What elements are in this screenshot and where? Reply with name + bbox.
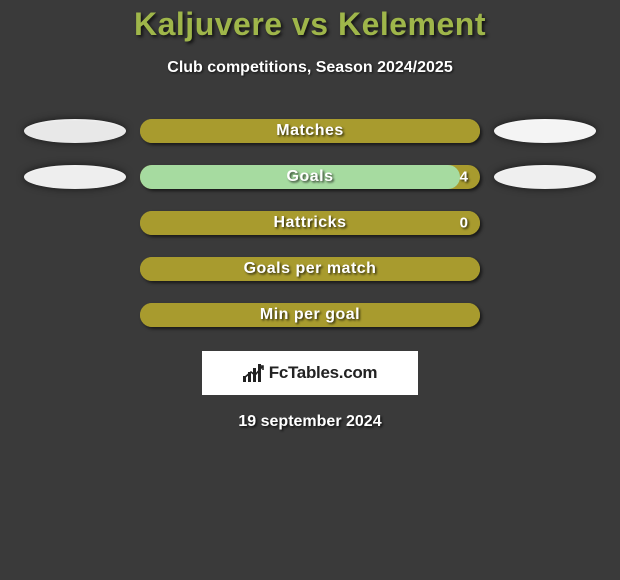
right-oval: [494, 165, 596, 189]
left-side: [10, 165, 140, 189]
stat-bar: Goals 4: [140, 165, 480, 189]
stat-value: 4: [460, 169, 468, 186]
stat-row: Goals per match: [0, 257, 620, 281]
stat-bar: Matches: [140, 119, 480, 143]
stat-label: Hattricks: [274, 214, 347, 232]
stat-row: Hattricks 0: [0, 211, 620, 235]
right-side: [480, 119, 610, 143]
stat-row: Goals 4: [0, 165, 620, 189]
infographic-container: Kaljuvere vs Kelement Club competitions,…: [0, 0, 620, 431]
right-side: [480, 165, 610, 189]
comparison-rows: Matches Goals 4 Hattricks 0 Goals per match Mi…: [0, 119, 620, 327]
date-stamp: 19 september 2024: [0, 413, 620, 431]
stat-bar: Hattricks 0: [140, 211, 480, 235]
right-oval: [494, 119, 596, 143]
stat-row: Min per goal: [0, 303, 620, 327]
trend-arrow-icon: [243, 364, 265, 382]
left-side: [10, 119, 140, 143]
left-oval: [24, 119, 126, 143]
stat-label: Matches: [276, 122, 344, 140]
stat-value: 0: [460, 215, 468, 232]
stat-bar: Min per goal: [140, 303, 480, 327]
stat-bar: Goals per match: [140, 257, 480, 281]
stat-label: Min per goal: [260, 306, 360, 324]
page-title: Kaljuvere vs Kelement: [0, 6, 620, 43]
stat-label: Goals: [287, 168, 334, 186]
stat-row: Matches: [0, 119, 620, 143]
stat-label: Goals per match: [244, 260, 377, 278]
left-oval: [24, 165, 126, 189]
bar-chart-icon: [243, 364, 265, 382]
logo-text: FcTables.com: [269, 363, 378, 383]
fctables-logo[interactable]: FcTables.com: [202, 351, 418, 395]
subtitle: Club competitions, Season 2024/2025: [0, 59, 620, 77]
